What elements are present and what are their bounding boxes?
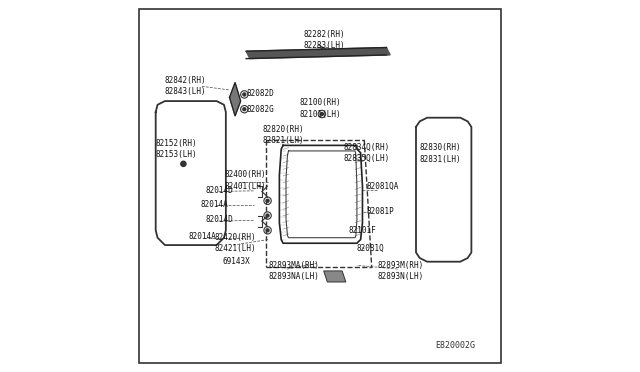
Text: 82834Q(RH)
82835Q(LH): 82834Q(RH) 82835Q(LH) xyxy=(344,143,390,163)
Circle shape xyxy=(181,161,186,166)
Text: 82014D: 82014D xyxy=(205,186,234,195)
Text: 82014A: 82014A xyxy=(189,232,217,241)
Circle shape xyxy=(243,108,246,111)
Circle shape xyxy=(266,199,269,202)
Polygon shape xyxy=(230,83,241,116)
Text: 82081Q: 82081Q xyxy=(357,244,385,253)
Text: E820002G: E820002G xyxy=(435,341,475,350)
Circle shape xyxy=(266,229,269,232)
Text: 82420(RH)
82421(LH): 82420(RH) 82421(LH) xyxy=(215,233,257,253)
Text: 82101F: 82101F xyxy=(348,226,376,235)
Text: 82081P: 82081P xyxy=(366,206,394,216)
Circle shape xyxy=(243,93,246,96)
Text: 82400(RH)
82401(LH): 82400(RH) 82401(LH) xyxy=(224,170,266,190)
Text: 82081QA: 82081QA xyxy=(366,182,399,191)
Text: 82014A: 82014A xyxy=(200,200,228,209)
Text: 82082G: 82082G xyxy=(247,105,275,114)
Circle shape xyxy=(321,112,323,115)
Text: 82100(RH)
82101(LH): 82100(RH) 82101(LH) xyxy=(300,99,341,119)
Polygon shape xyxy=(324,271,346,282)
Text: 69143X: 69143X xyxy=(223,257,250,266)
Text: 82842(RH)
82843(LH): 82842(RH) 82843(LH) xyxy=(165,76,207,96)
Text: 82820(RH)
82821(LH): 82820(RH) 82821(LH) xyxy=(263,125,305,145)
Text: 82282(RH)
82283(LH): 82282(RH) 82283(LH) xyxy=(303,30,345,50)
Text: 82152(RH)
82153(LH): 82152(RH) 82153(LH) xyxy=(156,139,197,159)
Text: 82014D: 82014D xyxy=(205,215,234,224)
Text: 82893M(RH)
82893N(LH): 82893M(RH) 82893N(LH) xyxy=(377,261,424,281)
Polygon shape xyxy=(246,48,390,59)
Text: 82830(RH)
82831(LH): 82830(RH) 82831(LH) xyxy=(420,144,461,164)
Circle shape xyxy=(266,214,269,217)
Text: 82082D: 82082D xyxy=(247,89,275,98)
Text: 82893MA(RH)
82893NA(LH): 82893MA(RH) 82893NA(LH) xyxy=(268,261,319,281)
